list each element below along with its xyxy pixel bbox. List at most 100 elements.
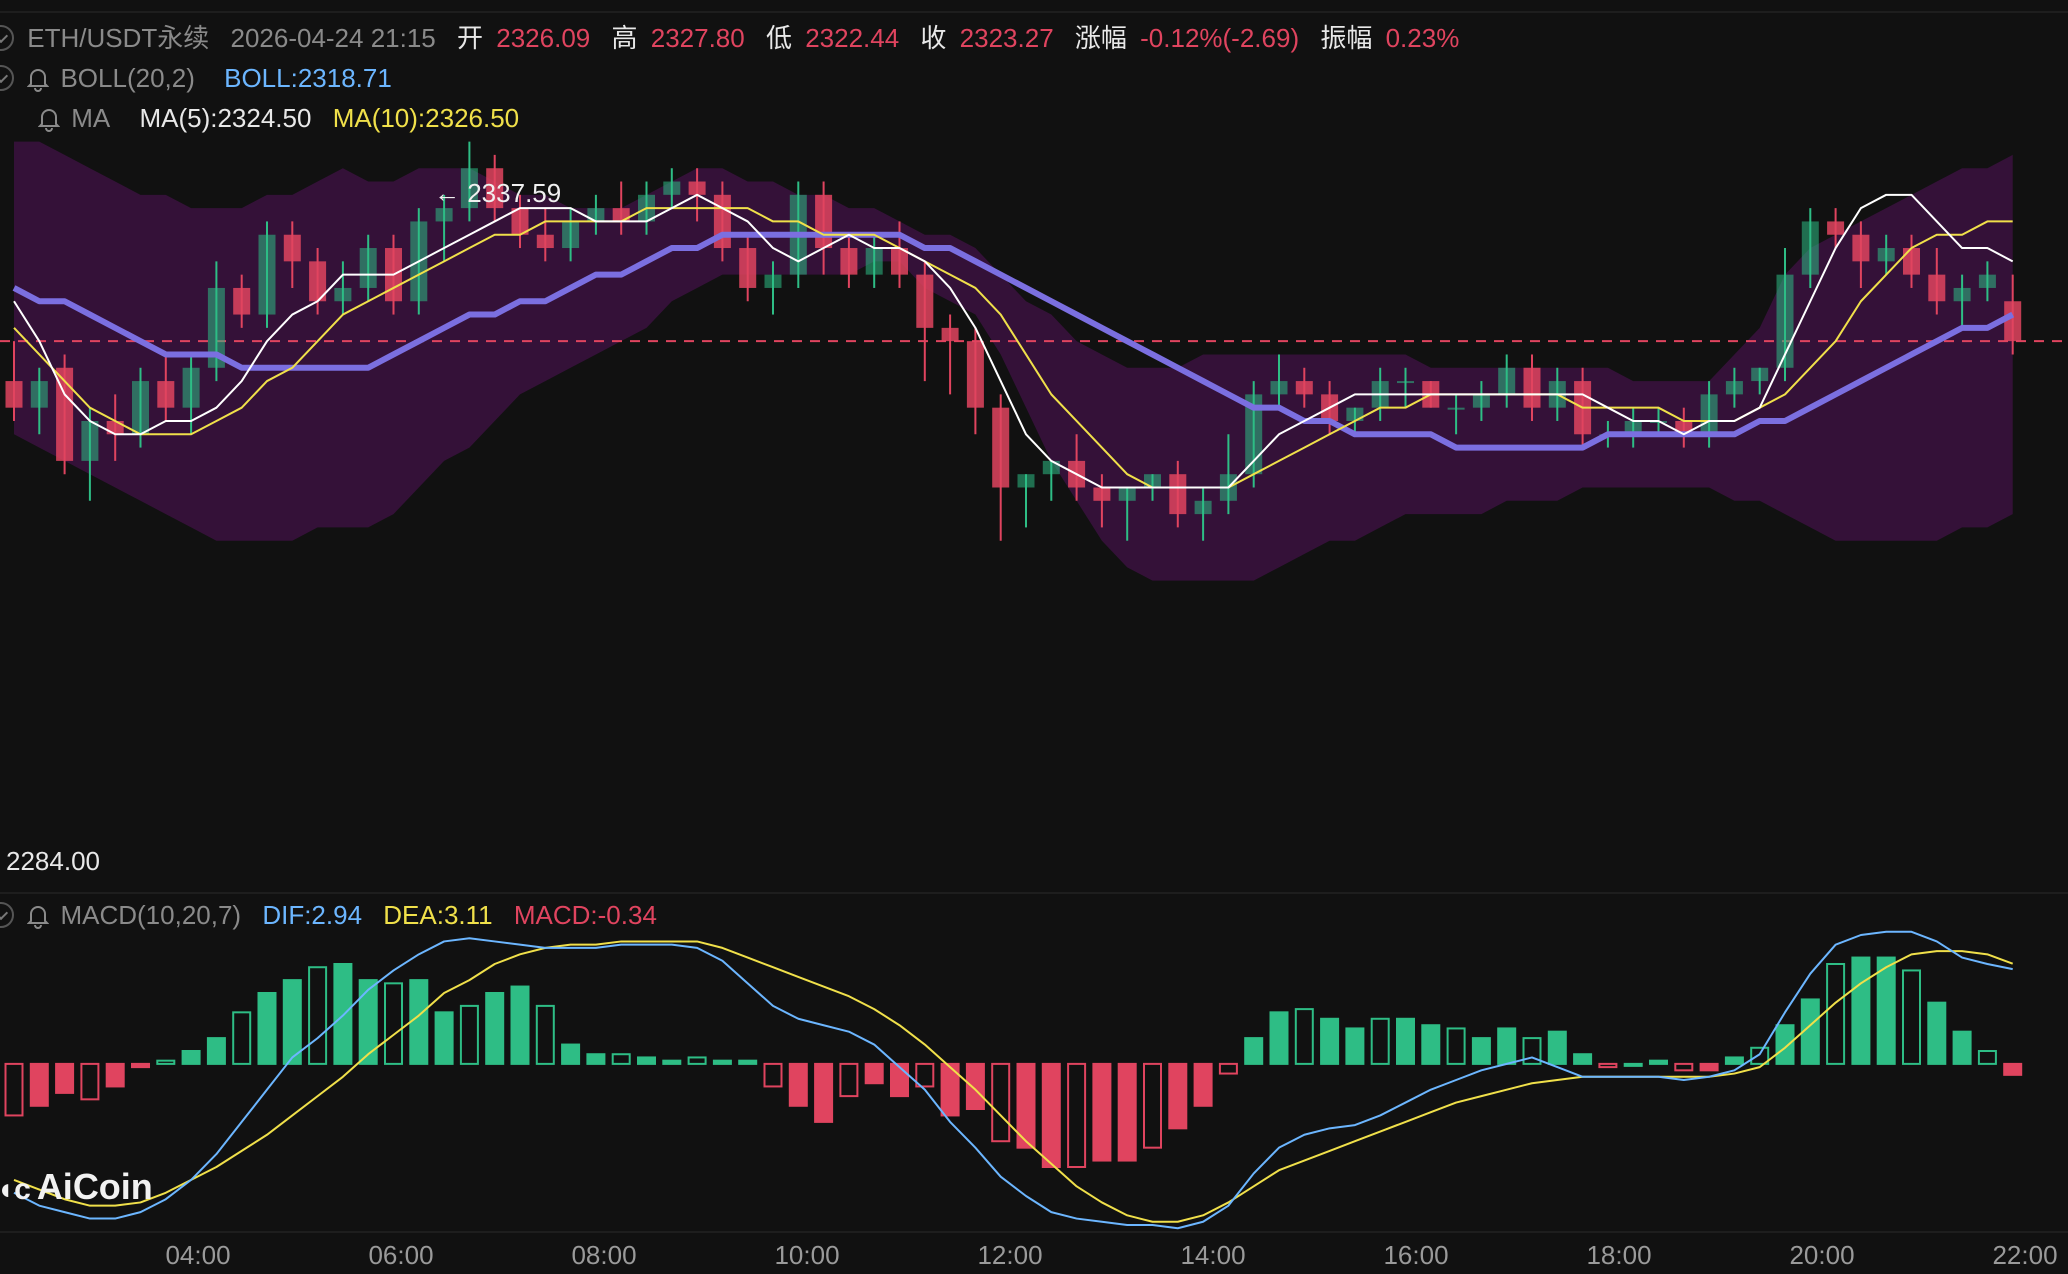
x-tick-label: 12:00	[977, 1240, 1043, 1270]
macd-histogram-bar	[864, 1062, 884, 1085]
candle-body	[1397, 381, 1414, 384]
candle-body	[1827, 221, 1845, 235]
macd-histogram-bar	[738, 1059, 758, 1065]
logo-text: AiCoin	[36, 1166, 153, 1207]
candle-body	[56, 367, 74, 461]
candle-body	[1017, 474, 1035, 488]
candle-body	[283, 234, 301, 262]
datetime-label: 2026-04-24 21:15	[230, 23, 436, 54]
candle-body	[587, 208, 605, 222]
macd-histogram-bar	[1927, 1001, 1947, 1065]
candle-body	[1118, 487, 1136, 501]
macd-histogram-bar	[1750, 1046, 1770, 1065]
macd-histogram-bar	[1902, 969, 1921, 1065]
macd-histogram-bar	[1724, 1056, 1744, 1065]
candle-body	[486, 168, 504, 209]
macd-histogram-bar	[940, 1062, 960, 1117]
macd-histogram-bar	[206, 1037, 226, 1065]
candle-body	[1245, 394, 1263, 475]
candle-body	[460, 168, 478, 209]
macd-histogram-bar	[662, 1059, 682, 1065]
candle-body	[309, 261, 327, 302]
macd-histogram-bar	[1547, 1030, 1567, 1065]
macd-histogram-bar	[915, 1062, 935, 1088]
dif-line	[13, 930, 2013, 1230]
candle-body	[1447, 407, 1465, 410]
macd-histogram-bar	[257, 992, 277, 1065]
macd-histogram-bar	[1497, 1027, 1517, 1065]
macd-histogram-bar	[1092, 1062, 1112, 1162]
macd-header: MACD(10,20,7) DIF:2.94 DEA:3.11 MACD:-0.…	[0, 895, 657, 931]
candle-body	[663, 181, 681, 195]
macd-histogram-bar	[1876, 956, 1896, 1065]
x-tick-label: 22:00	[1992, 1240, 2058, 1270]
macd-histogram-bar	[232, 1011, 252, 1065]
candle-body	[916, 274, 934, 328]
macd-histogram-bar	[1573, 1053, 1593, 1065]
ma-alert-bell-icon[interactable]	[37, 105, 61, 133]
candle-body	[334, 287, 352, 302]
open-value: 2326.09	[496, 23, 591, 54]
x-tick-label: 14:00	[1180, 1240, 1246, 1270]
macd-histogram-bar	[384, 982, 403, 1065]
macd-histogram-bar	[1674, 1062, 1694, 1072]
macd-histogram-bar	[637, 1056, 656, 1065]
macd-histogram-bar	[1522, 1037, 1542, 1065]
macd-collapse-chevron-icon[interactable]	[0, 902, 14, 929]
candle-body	[30, 381, 48, 408]
macd-histogram-bar	[763, 1062, 783, 1088]
macd-histogram-bar	[535, 1004, 555, 1065]
macd-histogram-bar	[839, 1062, 859, 1098]
high-value: 2327.80	[650, 23, 745, 54]
macd-histogram-bar	[1143, 1062, 1162, 1149]
macd-histogram-bar	[1193, 1062, 1213, 1107]
macd-histogram-bar	[586, 1053, 606, 1065]
ma5-value: MA(5):2324.50	[139, 103, 312, 134]
candle-body	[992, 407, 1010, 488]
candle-body	[1270, 381, 1288, 395]
candle-body	[1169, 474, 1187, 515]
boll-collapse-chevron-icon[interactable]	[0, 65, 14, 92]
macd-histogram-bar	[308, 966, 328, 1065]
ma10-value: MA(10):2326.50	[332, 103, 520, 134]
macd-histogram-bar	[1775, 1024, 1795, 1065]
candle-body	[764, 274, 782, 288]
x-tick-label: 16:00	[1383, 1240, 1449, 1270]
x-tick-label: 08:00	[571, 1240, 637, 1270]
low-label: 低	[765, 23, 792, 54]
macd-histogram-bar	[105, 1062, 125, 1088]
candle-body	[132, 381, 149, 435]
dif-value: DIF:2.94	[262, 900, 363, 931]
open-label: 开	[457, 23, 484, 54]
macd-name[interactable]: MACD(10,20,7)	[60, 900, 242, 931]
macd-histogram-bar	[1041, 1062, 1061, 1169]
aicoin-logo: ◖c AiCoin	[0, 1166, 153, 1208]
macd-histogram-bar	[1117, 1062, 1137, 1162]
candle-body	[739, 248, 757, 288]
x-tick-label: 06:00	[368, 1240, 434, 1270]
close-value: 2323.27	[959, 23, 1054, 54]
change-value: -0.12%(-2.69)	[1140, 23, 1300, 54]
macd-histogram-bar	[1598, 1062, 1618, 1069]
low-price-label: 2284.00	[6, 846, 100, 876]
macd-alert-bell-icon[interactable]	[26, 902, 50, 930]
candle-body	[1042, 460, 1060, 475]
macd-histogram-bar	[1471, 1037, 1491, 1065]
candle-body	[941, 327, 959, 342]
boll-name[interactable]: BOLL(20,2)	[60, 63, 195, 94]
candle-body	[688, 181, 706, 195]
candle-body	[359, 248, 377, 288]
ma-name[interactable]: MA	[71, 103, 111, 134]
candle-body	[1978, 274, 1996, 288]
candle-body	[511, 208, 529, 235]
candle-body	[1903, 248, 1920, 275]
macd-histogram-bar	[282, 979, 302, 1065]
symbol-label[interactable]: ETH/USDT永续	[27, 23, 210, 54]
boll-alert-bell-icon[interactable]	[26, 65, 50, 93]
boll-mid-line	[12, 231, 2015, 451]
macd-value: MACD:-0.34	[513, 900, 657, 931]
ohlc-header: ETH/USDT永续 2026-04-24 21:15 开 2326.09 高 …	[0, 18, 1459, 54]
amplitude-value: 0.23%	[1385, 23, 1460, 54]
collapse-chevron-icon[interactable]	[0, 25, 14, 52]
